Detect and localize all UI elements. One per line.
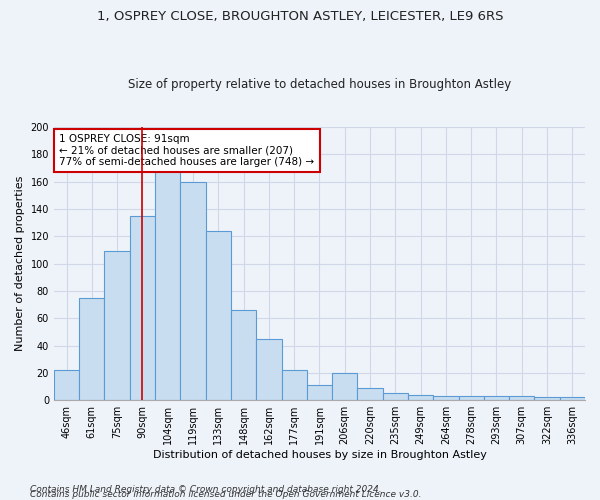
Bar: [383, 394, 408, 400]
Bar: [130, 216, 155, 400]
Bar: [358, 388, 383, 400]
Text: 1, OSPREY CLOSE, BROUGHTON ASTLEY, LEICESTER, LE9 6RS: 1, OSPREY CLOSE, BROUGHTON ASTLEY, LEICE…: [97, 10, 503, 23]
Bar: [484, 396, 509, 400]
Bar: [54, 370, 79, 400]
Bar: [79, 298, 104, 400]
Bar: [458, 396, 484, 400]
Bar: [408, 394, 433, 400]
Bar: [181, 182, 206, 400]
Bar: [332, 373, 358, 400]
Bar: [104, 251, 130, 400]
Title: Size of property relative to detached houses in Broughton Astley: Size of property relative to detached ho…: [128, 78, 511, 91]
Text: 1 OSPREY CLOSE: 91sqm
← 21% of detached houses are smaller (207)
77% of semi-det: 1 OSPREY CLOSE: 91sqm ← 21% of detached …: [59, 134, 314, 167]
X-axis label: Distribution of detached houses by size in Broughton Astley: Distribution of detached houses by size …: [152, 450, 487, 460]
Bar: [433, 396, 458, 400]
Bar: [256, 338, 281, 400]
Text: Contains HM Land Registry data © Crown copyright and database right 2024.: Contains HM Land Registry data © Crown c…: [30, 484, 382, 494]
Bar: [231, 310, 256, 400]
Bar: [281, 370, 307, 400]
Bar: [560, 398, 585, 400]
Text: Contains public sector information licensed under the Open Government Licence v3: Contains public sector information licen…: [30, 490, 421, 499]
Bar: [307, 385, 332, 400]
Bar: [535, 398, 560, 400]
Bar: [155, 170, 181, 400]
Bar: [206, 231, 231, 400]
Bar: [509, 396, 535, 400]
Y-axis label: Number of detached properties: Number of detached properties: [15, 176, 25, 351]
